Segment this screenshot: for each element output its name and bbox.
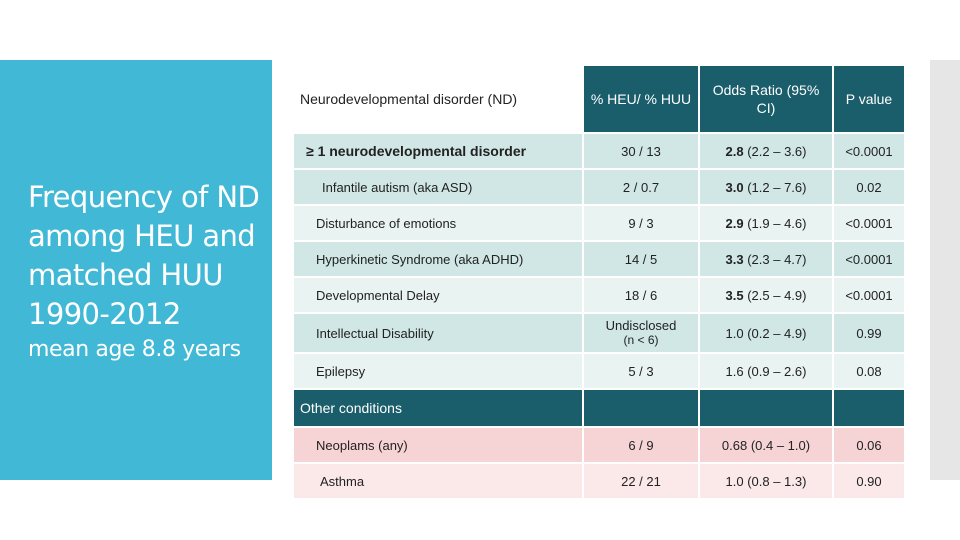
header-odds-ratio: Odds Ratio (95% CI) — [698, 64, 834, 134]
header-p-value: P value — [832, 64, 906, 134]
row-label: Intellectual Disability — [292, 312, 584, 354]
header-ratio: % HEU/ % HUU — [582, 64, 700, 134]
row-p-value: <0.0001 — [832, 204, 906, 242]
row-ratio: 2 / 0.7 — [582, 168, 700, 206]
or-ci: (2.3 – 4.7) — [747, 251, 807, 267]
row-ratio: 30 / 13 — [582, 132, 700, 170]
table-row: Disturbance of emotions 9 / 3 2.9 (1.9 –… — [292, 204, 906, 242]
row-ratio: 9 / 3 — [582, 204, 700, 242]
row-p-value: 0.90 — [832, 462, 906, 500]
row-p-value: 0.08 — [832, 352, 906, 390]
row-odds-ratio: 2.8 (2.2 – 3.6) — [698, 132, 834, 170]
row-odds-ratio: 1.0 (0.2 – 4.9) — [698, 312, 834, 354]
row-label: ≥ 1 neurodevelopmental disorder — [292, 132, 584, 170]
nd-results-table: Neurodevelopmental disorder (ND) % HEU/ … — [292, 64, 906, 500]
header-nd: Neurodevelopmental disorder (ND) — [292, 64, 584, 134]
row-ratio: 14 / 5 — [582, 240, 700, 278]
table-row: Intellectual Disability Undisclosed (n <… — [292, 312, 906, 354]
row-odds-ratio: 3.0 (1.2 – 7.6) — [698, 168, 834, 206]
or-ci: (1.2 – 7.6) — [747, 179, 807, 195]
slide-subtitle: mean age 8.8 years — [28, 337, 241, 362]
row-odds-ratio: 2.9 (1.9 – 4.6) — [698, 204, 834, 242]
row-label: Epilepsy — [292, 352, 584, 390]
table-row: Epilepsy 5 / 3 1.6 (0.9 – 2.6) 0.08 — [292, 352, 906, 390]
right-decor-bar — [930, 60, 960, 480]
row-p-value: <0.0001 — [832, 132, 906, 170]
row-label: Hyperkinetic Syndrome (aka ADHD) — [292, 240, 584, 278]
row-label: Disturbance of emotions — [292, 204, 584, 242]
row-ratio: 5 / 3 — [582, 352, 700, 390]
table-header-row: Neurodevelopmental disorder (ND) % HEU/ … — [292, 64, 906, 134]
or-ci: (2.5 – 4.9) — [747, 287, 807, 303]
row-odds-ratio: 3.5 (2.5 – 4.9) — [698, 276, 834, 314]
or-main: 3.5 — [725, 287, 744, 303]
row-p-value: <0.0001 — [832, 240, 906, 278]
or-main: 3.0 — [725, 179, 744, 195]
table-row: Asthma 22 / 21 1.0 (0.8 – 1.3) 0.90 — [292, 462, 906, 500]
other-conditions-header-row: Other conditions — [292, 388, 906, 428]
row-label: Infantile autism (aka ASD) — [292, 168, 584, 206]
or-main: 2.9 — [725, 215, 744, 231]
row-label: Neoplams (any) — [292, 426, 584, 464]
row-ratio: Undisclosed (n < 6) — [582, 312, 700, 354]
table-row: Neoplams (any) 6 / 9 0.68 (0.4 – 1.0) 0.… — [292, 426, 906, 464]
row-ratio: 6 / 9 — [582, 426, 700, 464]
or-ci: (2.2 – 3.6) — [747, 143, 807, 159]
table-row: ≥ 1 neurodevelopmental disorder 30 / 13 … — [292, 132, 906, 170]
ratio-line-2: (n < 6) — [623, 333, 659, 347]
row-label: Developmental Delay — [292, 276, 584, 314]
row-odds-ratio: 0.68 (0.4 – 1.0) — [698, 426, 834, 464]
row-ratio: 22 / 21 — [582, 462, 700, 500]
row-p-value: 0.06 — [832, 426, 906, 464]
row-p-value: <0.0001 — [832, 276, 906, 314]
table-row: Infantile autism (aka ASD) 2 / 0.7 3.0 (… — [292, 168, 906, 206]
table-row: Developmental Delay 18 / 6 3.5 (2.5 – 4.… — [292, 276, 906, 314]
row-p-value: 0.02 — [832, 168, 906, 206]
or-main: 3.3 — [725, 251, 744, 267]
row-odds-ratio: 1.0 (0.8 – 1.3) — [698, 462, 834, 500]
row-label: Asthma — [292, 462, 584, 500]
row-ratio: 18 / 6 — [582, 276, 700, 314]
other-conditions-label: Other conditions — [292, 388, 584, 428]
title-panel — [0, 60, 272, 480]
slide-title: Frequency of ND among HEU and matched HU… — [28, 180, 260, 331]
row-odds-ratio: 3.3 (2.3 – 4.7) — [698, 240, 834, 278]
row-odds-ratio: 1.6 (0.9 – 2.6) — [698, 352, 834, 390]
or-ci: (1.9 – 4.6) — [747, 215, 807, 231]
title-block: Frequency of ND among HEU and matched HU… — [28, 178, 268, 364]
row-p-value: 0.99 — [832, 312, 906, 354]
table-row: Hyperkinetic Syndrome (aka ADHD) 14 / 5 … — [292, 240, 906, 278]
ratio-line-1: Undisclosed — [605, 318, 677, 333]
or-main: 2.8 — [725, 143, 744, 159]
